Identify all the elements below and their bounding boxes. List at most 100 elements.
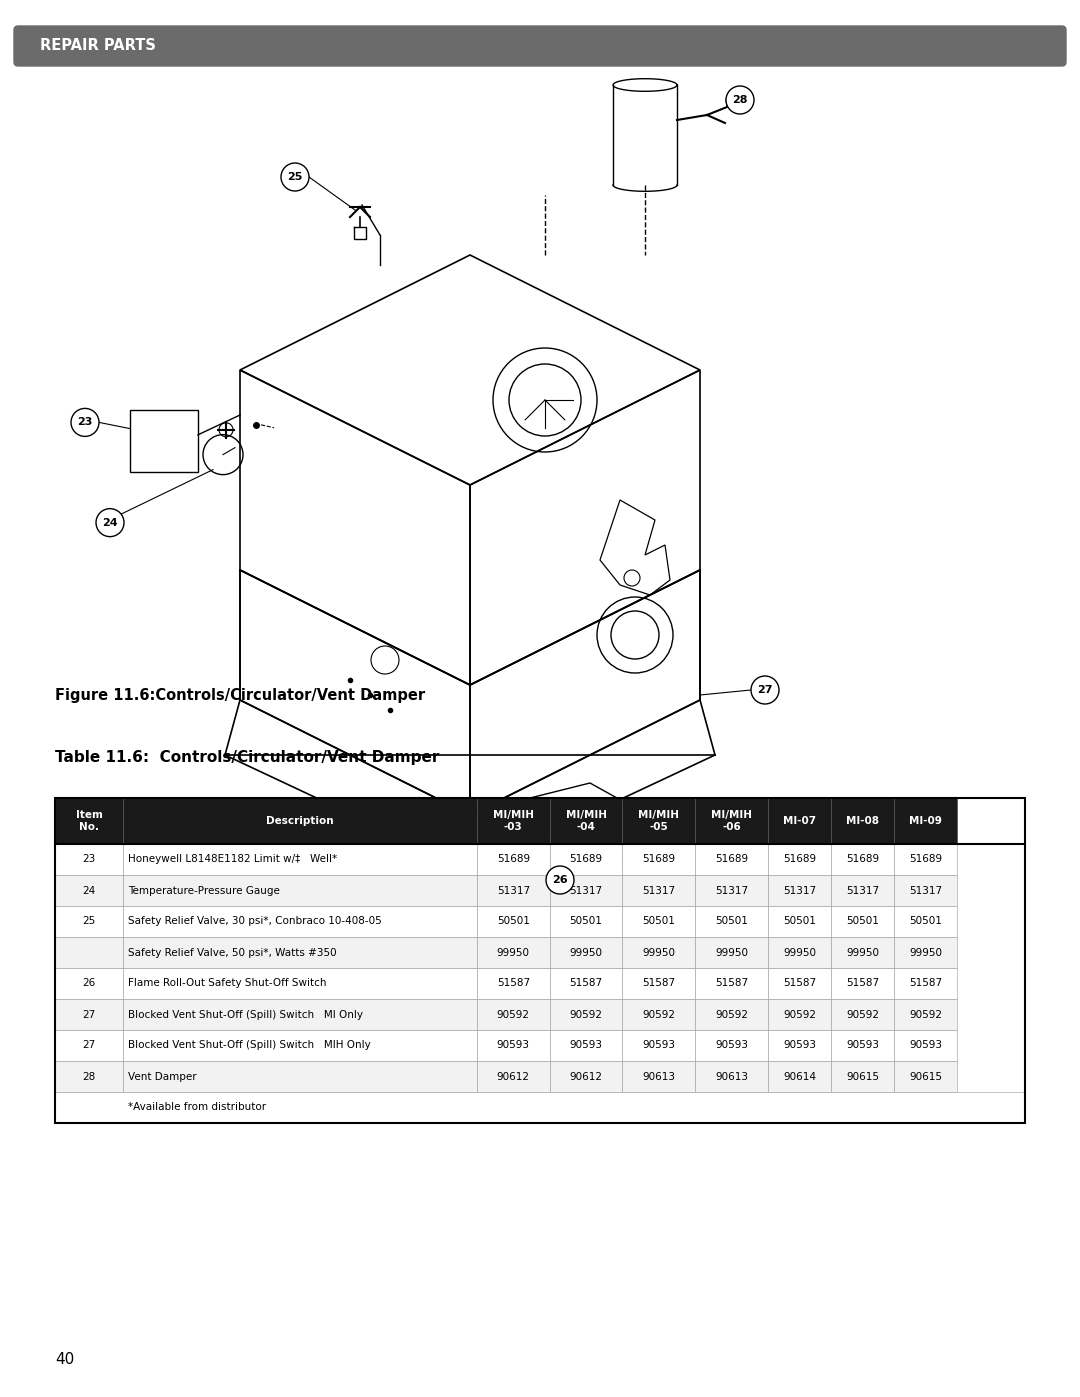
- Circle shape: [726, 87, 754, 115]
- Bar: [477, 907, 550, 937]
- Text: 51317: 51317: [497, 886, 530, 895]
- Text: 90593: 90593: [846, 1041, 879, 1051]
- Circle shape: [546, 866, 573, 894]
- Text: 90614: 90614: [783, 1071, 816, 1081]
- Bar: [768, 937, 831, 968]
- Bar: [55, 798, 123, 844]
- Bar: [622, 1060, 696, 1092]
- Bar: [622, 968, 696, 999]
- Text: 51689: 51689: [846, 855, 879, 865]
- Text: 51317: 51317: [643, 886, 675, 895]
- Bar: [55, 875, 123, 907]
- Bar: [768, 999, 831, 1030]
- Bar: [696, 844, 768, 875]
- Bar: [55, 937, 123, 968]
- Text: 50501: 50501: [715, 916, 748, 926]
- Bar: [55, 907, 123, 937]
- Text: Vent Damper: Vent Damper: [127, 1071, 197, 1081]
- Bar: [894, 907, 957, 937]
- Bar: [123, 907, 477, 937]
- Text: 99950: 99950: [715, 947, 748, 957]
- Bar: [831, 1030, 894, 1060]
- Bar: [55, 1092, 1025, 1123]
- Bar: [55, 999, 123, 1030]
- Text: 50501: 50501: [497, 916, 530, 926]
- Text: *Available from distributor: *Available from distributor: [127, 1102, 266, 1112]
- Circle shape: [71, 408, 99, 436]
- Text: 28: 28: [82, 1071, 95, 1081]
- Text: 90612: 90612: [569, 1071, 603, 1081]
- Bar: [768, 1060, 831, 1092]
- Bar: [477, 937, 550, 968]
- Text: 90593: 90593: [783, 1041, 816, 1051]
- Bar: [477, 1060, 550, 1092]
- Bar: [696, 937, 768, 968]
- Bar: [622, 875, 696, 907]
- Bar: [477, 999, 550, 1030]
- Bar: [894, 999, 957, 1030]
- Text: 51689: 51689: [569, 855, 603, 865]
- Text: 99950: 99950: [846, 947, 879, 957]
- Circle shape: [281, 163, 309, 191]
- Text: 51317: 51317: [909, 886, 942, 895]
- Bar: [696, 1060, 768, 1092]
- Text: 51587: 51587: [846, 978, 879, 989]
- Text: 51689: 51689: [783, 855, 816, 865]
- Text: 90613: 90613: [715, 1071, 748, 1081]
- Text: MI/MIH
-06: MI/MIH -06: [711, 810, 752, 831]
- Text: 27: 27: [757, 685, 773, 694]
- Bar: [123, 1060, 477, 1092]
- Text: 27: 27: [82, 1010, 95, 1020]
- Text: 50501: 50501: [569, 916, 603, 926]
- Bar: [894, 798, 957, 844]
- Text: 40: 40: [55, 1352, 75, 1368]
- Text: 51317: 51317: [846, 886, 879, 895]
- Text: 99950: 99950: [909, 947, 942, 957]
- Text: 99950: 99950: [783, 947, 816, 957]
- Text: 90593: 90593: [643, 1041, 675, 1051]
- FancyBboxPatch shape: [14, 27, 1066, 66]
- Text: 23: 23: [82, 855, 95, 865]
- Bar: [768, 1030, 831, 1060]
- Text: MI/MIH
-03: MI/MIH -03: [492, 810, 534, 831]
- Bar: [894, 937, 957, 968]
- Bar: [123, 937, 477, 968]
- Bar: [123, 875, 477, 907]
- Bar: [550, 875, 622, 907]
- Text: 23: 23: [78, 418, 93, 427]
- Bar: [622, 937, 696, 968]
- Bar: [477, 844, 550, 875]
- Text: Blocked Vent Shut-Off (Spill) Switch   MI Only: Blocked Vent Shut-Off (Spill) Switch MI …: [127, 1010, 363, 1020]
- Bar: [123, 1030, 477, 1060]
- Bar: [550, 937, 622, 968]
- Bar: [768, 968, 831, 999]
- Text: MI-09: MI-09: [909, 816, 942, 826]
- Bar: [477, 798, 550, 844]
- Bar: [622, 844, 696, 875]
- Text: 51689: 51689: [715, 855, 748, 865]
- Text: 25: 25: [82, 916, 95, 926]
- Bar: [831, 798, 894, 844]
- Text: 51689: 51689: [497, 855, 530, 865]
- Bar: [768, 907, 831, 937]
- Text: 99950: 99950: [569, 947, 603, 957]
- Text: 51587: 51587: [909, 978, 942, 989]
- Bar: [550, 798, 622, 844]
- Text: 50501: 50501: [783, 916, 815, 926]
- Text: 90612: 90612: [497, 1071, 530, 1081]
- Text: Item
No.: Item No.: [76, 810, 103, 831]
- Text: 24: 24: [103, 518, 118, 528]
- Text: 51689: 51689: [643, 855, 675, 865]
- Text: 50501: 50501: [643, 916, 675, 926]
- Bar: [831, 1060, 894, 1092]
- Circle shape: [96, 509, 124, 536]
- Bar: [550, 1060, 622, 1092]
- Text: 90593: 90593: [497, 1041, 530, 1051]
- Text: Figure 11.6:Controls/Circulator/Vent Damper: Figure 11.6:Controls/Circulator/Vent Dam…: [55, 687, 426, 703]
- Text: 51587: 51587: [497, 978, 530, 989]
- Text: 90592: 90592: [846, 1010, 879, 1020]
- Text: 51587: 51587: [569, 978, 603, 989]
- Text: 50501: 50501: [846, 916, 879, 926]
- Text: 90615: 90615: [846, 1071, 879, 1081]
- Bar: [123, 844, 477, 875]
